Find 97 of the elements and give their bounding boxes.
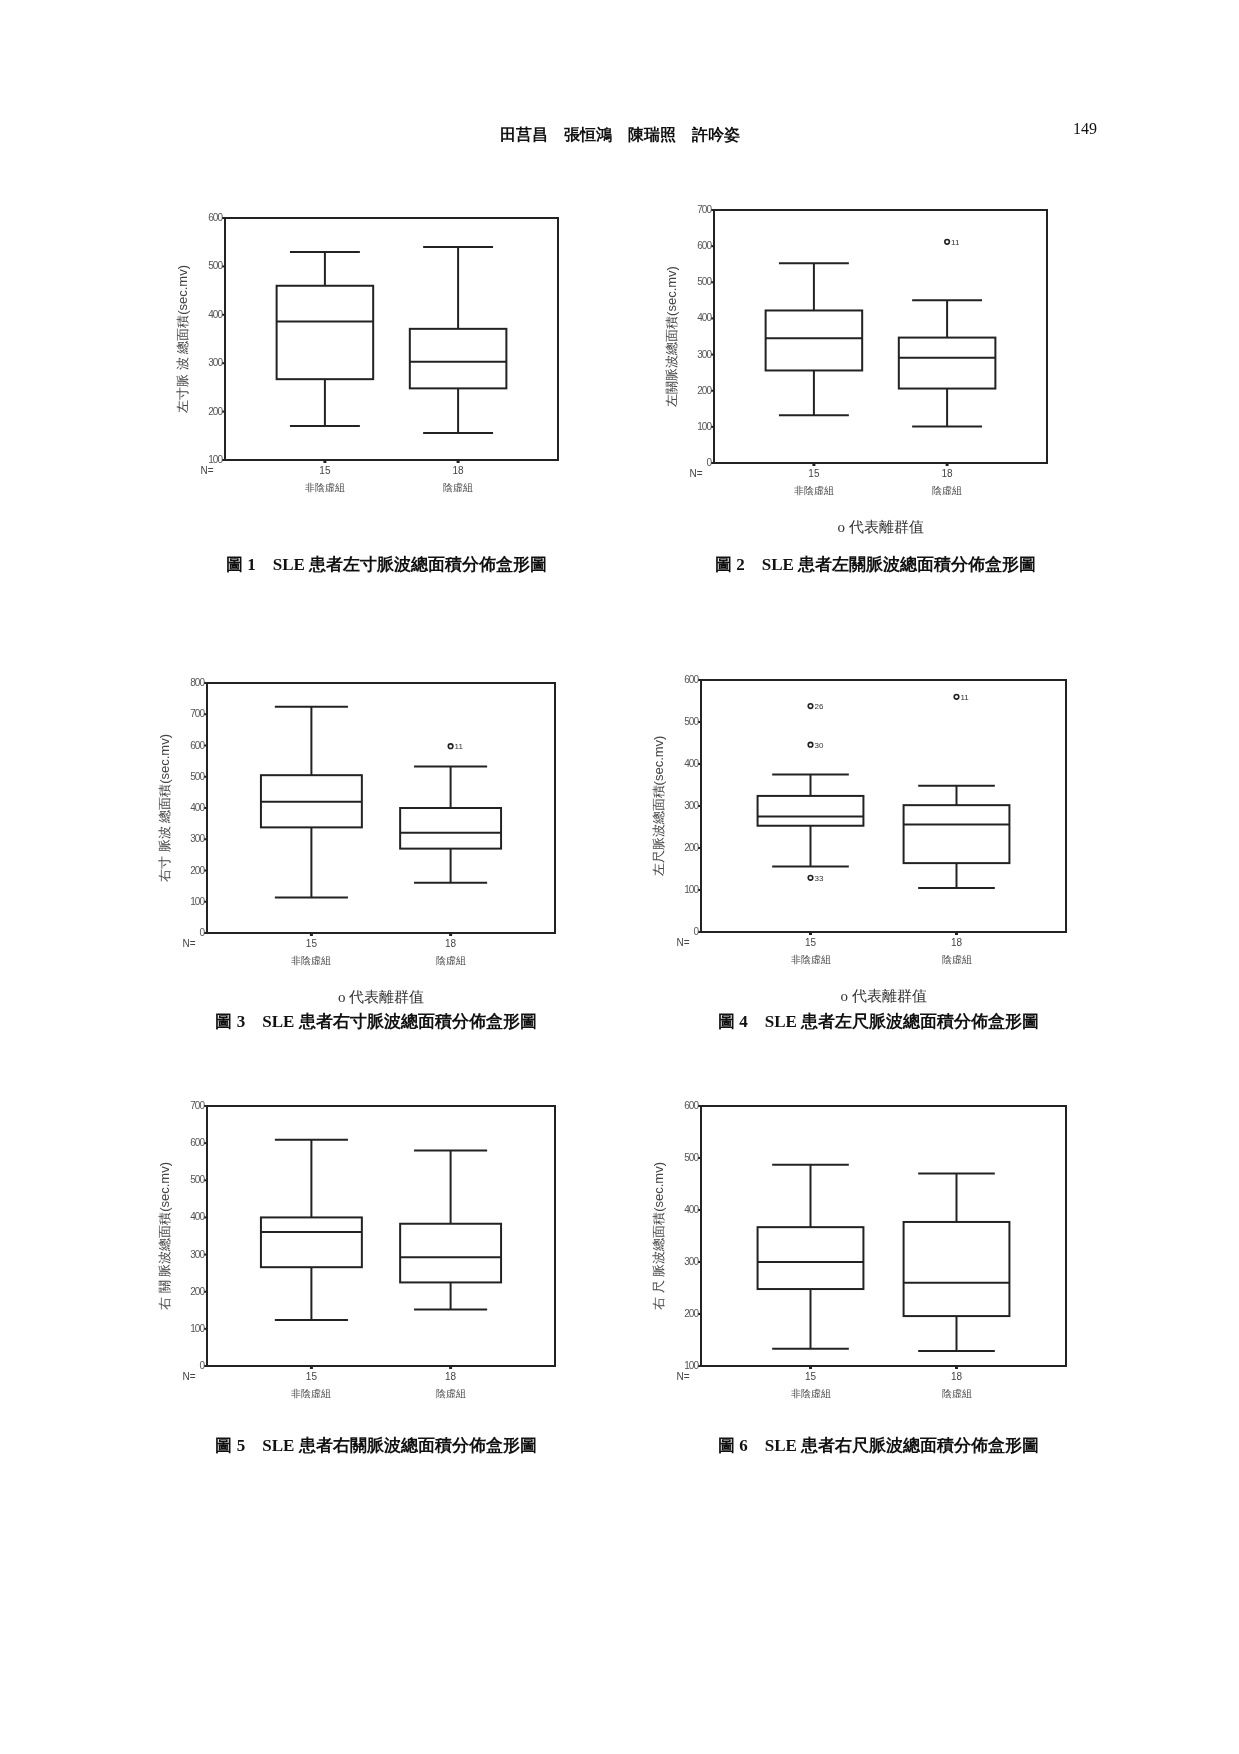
text: 18: [950, 1371, 963, 1382]
text: N=: [182, 938, 196, 949]
y-tick-label: 100: [190, 895, 206, 907]
x-tick-label: 非陰虛組: [291, 955, 332, 966]
y-tick-label: 300: [190, 1248, 206, 1260]
text: 18: [950, 937, 963, 948]
y-tick-label: 200: [697, 384, 713, 396]
y-axis-title: 右寸 脈波 總面積(sec.mv): [157, 733, 172, 883]
text: 15: [804, 937, 817, 948]
text: 圖 3 SLE 患者右寸脈波總面積分佈盒形圖: [215, 1012, 537, 1031]
annotation: 33: [814, 873, 824, 883]
y-tick-label: 600: [208, 212, 224, 223]
text: N=: [676, 1371, 690, 1382]
text: 田莒昌 張恒鴻 陳瑞照 許吟姿: [500, 126, 740, 144]
text: 18: [941, 468, 954, 479]
x-tick-label: 非陰虛組: [291, 1388, 332, 1399]
y-tick-label: 500: [684, 1152, 700, 1163]
y-tick-label: 700: [190, 708, 206, 720]
y-tick-label: 600: [684, 1100, 700, 1111]
y-tick-label: 600: [190, 739, 206, 751]
y-tick-label: 400: [697, 312, 713, 324]
text: 15: [319, 465, 331, 476]
y-tick-label: 100: [697, 420, 713, 432]
y-tick-label: 100: [208, 454, 224, 465]
annotation: 30: [814, 740, 824, 750]
x-tick-label: 非陰虛組: [793, 485, 834, 496]
y-tick-label: 0: [199, 1360, 206, 1371]
y-tick-label: 200: [190, 1285, 206, 1297]
y-tick-label: 600: [684, 674, 700, 685]
x-tick-label: 陰虛組: [932, 485, 963, 496]
y-tick-label: 200: [684, 842, 700, 853]
annotation: 11: [454, 742, 464, 752]
text: 圖 4 SLE 患者左尺脈波總面積分佈盒形圖: [717, 1012, 1040, 1031]
y-tick-label: 500: [697, 276, 713, 288]
x-tick-label: 陰虛組: [435, 1388, 466, 1399]
text: 15: [305, 938, 318, 949]
y-tick-label: 800: [190, 677, 206, 688]
text: o 代表離群值: [837, 519, 924, 535]
text: 15: [305, 1371, 318, 1382]
text: N=: [676, 937, 690, 948]
text: N=: [182, 1371, 196, 1382]
x-tick-label: 非陰虛組: [790, 954, 831, 965]
y-tick-label: 500: [684, 716, 700, 727]
y-tick-label: 500: [190, 770, 206, 782]
y-axis-title: 右 關 脈波總面積(sec.mv): [157, 1161, 172, 1311]
y-tick-label: 700: [190, 1100, 206, 1111]
x-tick-label: 陰虛組: [941, 1388, 972, 1399]
text: 18: [452, 465, 465, 476]
y-tick-label: 200: [684, 1308, 700, 1319]
x-tick-label: 陰虛組: [443, 482, 474, 493]
y-tick-label: 700: [697, 204, 713, 215]
x-tick-label: 非陰虛組: [790, 1388, 831, 1399]
annotation: 11: [951, 237, 960, 247]
y-tick-label: 0: [706, 457, 713, 468]
y-tick-label: 200: [208, 405, 224, 417]
annotation: 26: [814, 702, 824, 712]
x-tick-label: 陰虛組: [435, 955, 466, 966]
text: 15: [804, 1371, 817, 1382]
text: 149: [1073, 120, 1097, 137]
y-tick-label: 300: [684, 800, 700, 811]
text: 圖 5 SLE 患者右關脈波總面積分佈盒形圖: [215, 1436, 537, 1455]
y-tick-label: 500: [190, 1174, 206, 1186]
text: 圖 6 SLE 患者右尺脈波總面積分佈盒形圖: [717, 1436, 1040, 1455]
y-tick-label: 500: [208, 260, 224, 272]
y-tick-label: 300: [208, 357, 224, 369]
y-tick-label: 100: [684, 1360, 700, 1371]
text: 圖 1 SLE 患者左寸脈波總面積分佈盒形圖: [225, 555, 548, 574]
y-axis-title: 左寸脈 波 總面積(sec.mv): [175, 264, 190, 414]
text: N=: [200, 465, 214, 476]
y-tick-label: 300: [190, 833, 206, 845]
text: 圖 2 SLE 患者左關脈波總面積分佈盒形圖: [714, 555, 1037, 574]
y-axis-title: 左尺脈波總面積(sec.mv): [651, 735, 666, 877]
y-tick-label: 600: [190, 1137, 206, 1149]
y-tick-label: 400: [684, 758, 700, 769]
text: 18: [445, 938, 457, 949]
text: 15: [808, 468, 820, 479]
y-tick-label: 400: [684, 1204, 700, 1215]
text: N=: [689, 468, 703, 479]
y-tick-label: 300: [684, 1256, 700, 1267]
y-tick-label: 100: [190, 1322, 206, 1334]
y-tick-label: 400: [190, 802, 206, 813]
text: 18: [445, 1371, 457, 1382]
y-tick-label: 0: [693, 926, 700, 937]
y-tick-label: 300: [697, 348, 713, 360]
text: o 代表離群值: [337, 989, 425, 1005]
text: o 代表離群值: [840, 988, 927, 1004]
annotation: 11: [960, 692, 970, 702]
y-tick-label: 100: [684, 884, 700, 895]
y-axis-title: 左關脈波總面積(sec.mv): [664, 266, 679, 407]
y-tick-label: 400: [208, 308, 224, 320]
y-tick-label: 600: [697, 240, 713, 252]
x-tick-label: 陰虛組: [941, 954, 972, 965]
x-tick-label: 非陰虛組: [304, 482, 345, 493]
y-tick-label: 200: [190, 864, 206, 876]
y-tick-label: 400: [190, 1211, 206, 1223]
y-tick-label: 0: [199, 927, 206, 938]
y-axis-title: 右 尺 脈波總面積(sec.mv): [651, 1161, 666, 1311]
